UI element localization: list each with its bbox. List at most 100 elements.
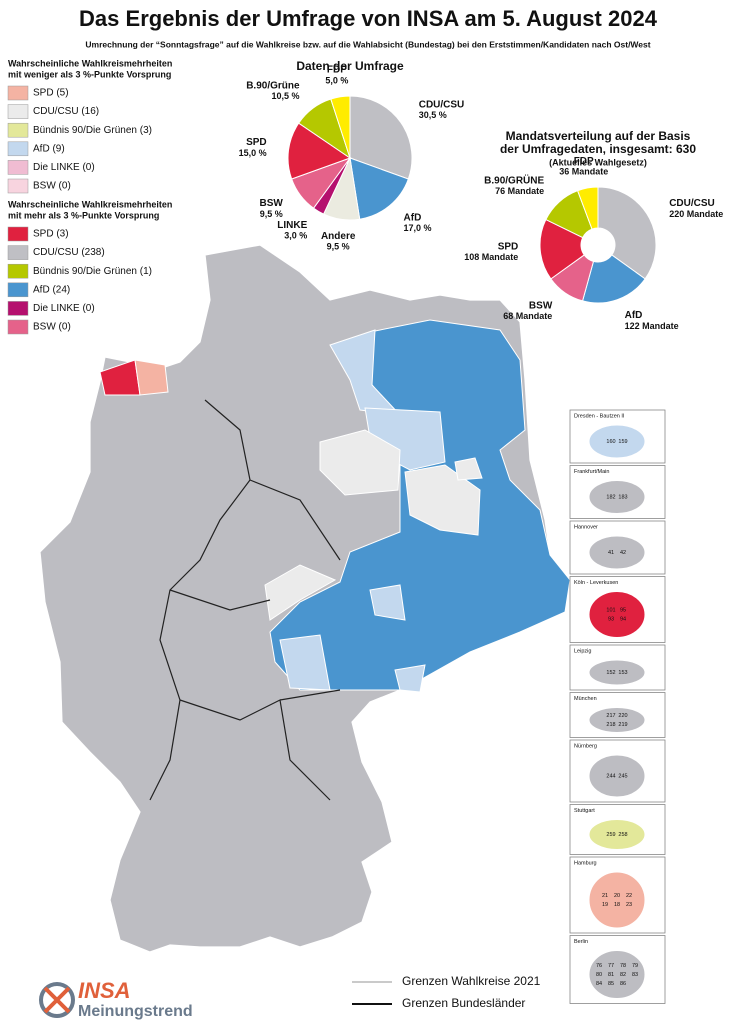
inset-number: 41 [608, 550, 614, 556]
slice-label: LINKE [277, 220, 307, 231]
slice-value-label: 122 Mandate [625, 321, 679, 331]
legend-swatch [7, 122, 29, 138]
inset-number: 84 [596, 981, 602, 987]
inset-number: 219 [618, 722, 627, 728]
subtitle: Umrechnung der “Sonntagsfrage” auf die W… [85, 39, 650, 49]
legend-label: BSW (0) [33, 181, 71, 192]
legend-swatch [7, 85, 29, 101]
legend-label: AfD (9) [33, 143, 65, 154]
inset-number: 83 [632, 972, 638, 978]
legend-label: Bündnis 90/Die Grünen (3) [33, 125, 152, 136]
slice-value-label: 68 Mandate [503, 311, 552, 321]
slice-label: BSW [259, 198, 283, 209]
white-region [404, 464, 481, 536]
inset-number: 94 [620, 616, 626, 622]
legend-label: Bündnis 90/Die Grünen (1) [33, 266, 152, 277]
inset-title: München [574, 696, 597, 702]
slice-value-label: 10,5 % [272, 91, 300, 101]
logo-tagline: Meinungstrend [78, 1003, 193, 1020]
inset-number: 93 [608, 616, 614, 622]
white-region [454, 457, 483, 481]
pie-slice [349, 157, 409, 220]
inset-number: 76 [596, 963, 602, 969]
logo-ring [39, 982, 75, 1018]
legend-label: BSW (0) [33, 322, 71, 333]
slice-value-label: 9,5 % [260, 209, 283, 219]
inset-number: 244 [606, 773, 615, 779]
pie-slice [330, 95, 351, 159]
slice-label: CDU/CSU [669, 198, 715, 209]
inset-number: 153 [618, 670, 627, 676]
legend-swatch [7, 263, 29, 279]
inset-shape [588, 819, 646, 850]
logo-cross [43, 986, 71, 1014]
pie-title: Daten der Umfrage [296, 59, 404, 73]
slice-value-label: 15,0 % [239, 148, 267, 158]
title: Das Ergebnis der Umfrage von INSA am 5. … [79, 6, 658, 31]
inset-number: 82 [620, 972, 626, 978]
salmon-region [134, 359, 169, 396]
slice-label: Andere [321, 231, 356, 242]
legend-label: Die LINKE (0) [33, 162, 95, 173]
inset-number: 42 [620, 550, 626, 556]
pie-slice [576, 186, 599, 230]
inset-title: Stuttgart [574, 808, 595, 814]
slice-value-label: 3,0 % [284, 231, 307, 241]
slice-label: SPD [498, 241, 519, 252]
inset-column: Dresden - Bautzen II 160 159 Frankfurt/Main… [569, 409, 666, 1004]
slice-label: FDP [327, 65, 347, 76]
inset-number: 80 [596, 972, 602, 978]
legend-swatch [7, 226, 29, 242]
slice-value-label: 76 Mandate [495, 186, 544, 196]
legend-label: SPD (5) [33, 88, 69, 99]
inset-number: 86 [620, 981, 626, 987]
white-region [319, 429, 401, 496]
legend-swatch [7, 245, 29, 260]
legend-label: CDU/CSU (16) [33, 106, 99, 117]
legend-swatch [7, 104, 29, 119]
inset-title: Nürnberg [574, 743, 597, 749]
inset-title: Dresden - Bautzen II [574, 413, 625, 419]
logo: INSA Meinungstrend [39, 978, 193, 1020]
inset-title: Hamburg [574, 860, 597, 866]
inset-number: 85 [608, 981, 614, 987]
slice-label: B.90/Grüne [246, 80, 300, 91]
inset-number: 258 [618, 832, 627, 838]
inset-number: 220 [618, 713, 627, 719]
inset-shape [588, 871, 646, 929]
legend-title: Wahrscheinliche Wahlkreismehrheiten [8, 199, 172, 209]
pie-title: Mandatsverteilung auf der Basis [506, 129, 691, 143]
slice-value-label: 108 Mandate [464, 252, 518, 262]
inset-number: 18 [614, 902, 620, 908]
pie-slice [597, 186, 657, 280]
map-legend-label: Grenzen Wahlkreise 2021 [402, 974, 541, 988]
inset-number: 23 [626, 902, 632, 908]
inset-number: 20 [614, 893, 620, 899]
legend-swatch [7, 319, 29, 335]
legend-label: Die LINKE (0) [33, 303, 95, 314]
map-legend-label: Grenzen Bundesländer [402, 996, 525, 1010]
slice-value-label: 17,0 % [404, 223, 432, 233]
slice-value-label: 36 Mandate [559, 167, 608, 177]
slice-value-label: 9,5 % [327, 242, 350, 252]
slice-label: AfD [404, 212, 422, 223]
inset-shape [588, 424, 646, 459]
inset-title: Köln - Leverkusen [574, 580, 618, 586]
legend-swatch [7, 282, 29, 298]
pie-slice [349, 95, 413, 180]
inset-number: 159 [618, 439, 627, 445]
slice-label: FDP [574, 156, 594, 167]
inset-number: 22 [626, 893, 632, 899]
inset-number: 259 [606, 832, 615, 838]
legend-swatch [7, 301, 29, 316]
inset-number: 182 [606, 494, 615, 500]
slice-label: B.90/GRÜNE [484, 173, 544, 186]
inset-number: 160 [606, 439, 615, 445]
logo-brand: INSA [78, 978, 131, 1003]
pie-subtitle: (Aktuelles Wahlgesetz) [549, 157, 647, 167]
slice-label: AfD [625, 310, 643, 321]
inset-title: Leipzig [574, 648, 591, 654]
inset-number: 183 [618, 494, 627, 500]
